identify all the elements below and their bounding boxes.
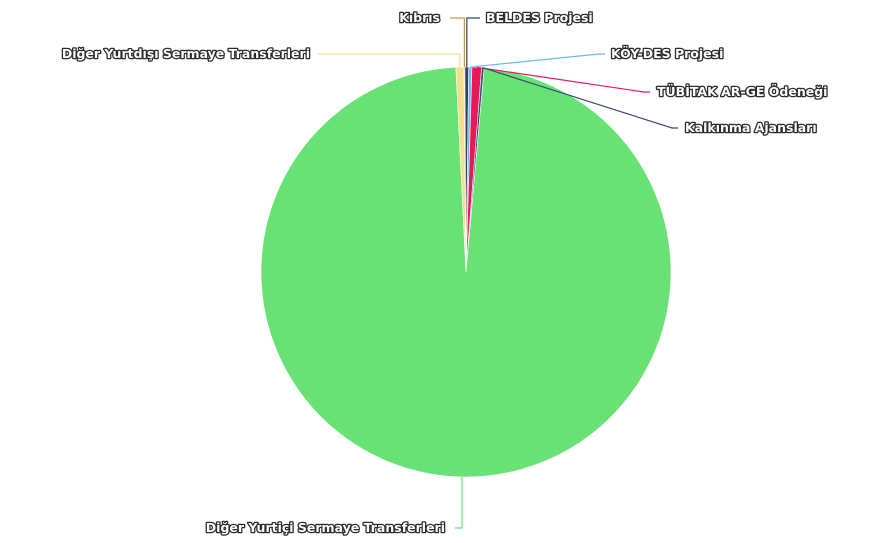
leader-line-t-bi-tak-ar-ge-dene-i (476, 66, 650, 93)
leader-line-k-br-s (450, 17, 465, 68)
slice-label-k-y-des-projesi: KÖY-DES Projesi (611, 46, 723, 61)
slice-label-k-br-s: Kıbrıs (399, 10, 440, 25)
leader-line-k-y-des-projesi (470, 53, 605, 68)
slice-label-beldes-projesi: BELDES Projesi (486, 10, 593, 25)
leader-lines-layer (318, 17, 678, 529)
leader-line-di-er-yurti-i-sermaye-transferleri (455, 476, 463, 529)
slices-layer (260, 66, 672, 478)
labels-layer: Kıbrıs BELDES Projesi KÖY-DES Projesi TÜBİT… (61, 9, 829, 537)
leader-line-beldes-projesi (466, 17, 480, 68)
slice-label-t-bi-tak-ar-ge-dene-i: TÜBİTAK AR-GE Ödeneği (657, 84, 827, 99)
slice-label-di-er-yurti-i-sermaye-transferleri: Diğer Yurtiçi Sermaye Transferleri (206, 520, 445, 535)
slice-label-kalk-nma-ajanslar: Kalkınma Ajansları (685, 120, 817, 135)
slice-label-di-er-yurtd-sermaye-transferleri: Diğer Yurtdışı Sermaye Transferleri (62, 46, 310, 61)
leader-line-kalk-nma-ajanslar (482, 67, 678, 129)
leader-line-di-er-yurtd-sermaye-transferleri (318, 53, 461, 68)
